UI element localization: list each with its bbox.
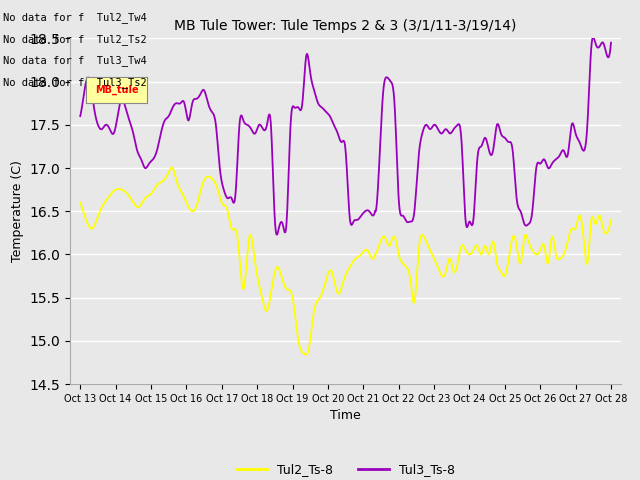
Legend: Tul2_Ts-8, Tul3_Ts-8: Tul2_Ts-8, Tul3_Ts-8 [231, 458, 460, 480]
Text: MB_tule: MB_tule [95, 85, 139, 95]
Text: No data for f  Tul2_Ts2: No data for f Tul2_Ts2 [3, 34, 147, 45]
Title: MB Tule Tower: Tule Temps 2 & 3 (3/1/11-3/19/14): MB Tule Tower: Tule Temps 2 & 3 (3/1/11-… [175, 19, 516, 33]
Text: No data for f  Tul3_Ts2: No data for f Tul3_Ts2 [3, 77, 147, 88]
Text: No data for f  Tul2_Tw4: No data for f Tul2_Tw4 [3, 12, 147, 23]
Y-axis label: Temperature (C): Temperature (C) [12, 160, 24, 262]
Text: No data for f  Tul3_Tw4: No data for f Tul3_Tw4 [3, 55, 147, 66]
X-axis label: Time: Time [330, 409, 361, 422]
